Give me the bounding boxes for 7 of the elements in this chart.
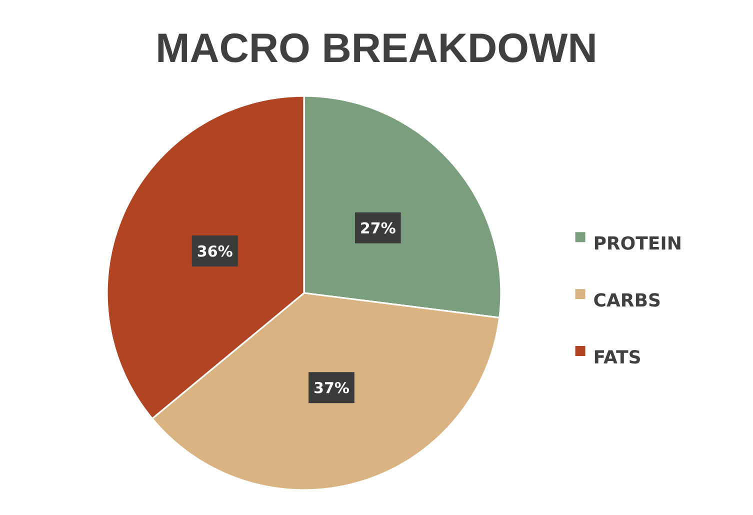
data-label: 37% — [314, 382, 349, 394]
legend-label: CARBS — [594, 293, 660, 307]
data-label: 36% — [198, 245, 232, 257]
legend-label: PROTEIN — [594, 236, 680, 250]
chart-title: MACRO BREAKDOWN — [158, 33, 595, 62]
data-label: 27% — [361, 222, 396, 234]
legend-label: FATS — [594, 350, 640, 364]
